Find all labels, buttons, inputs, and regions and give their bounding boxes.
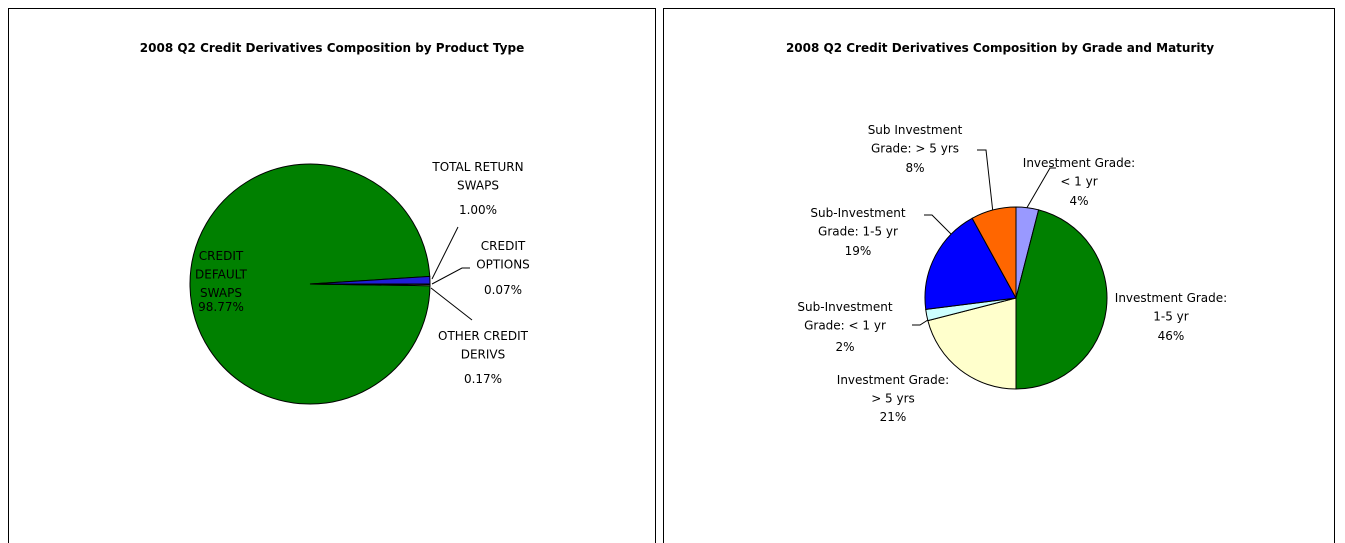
value-label: 2% [835, 340, 854, 354]
chart-title: 2008 Q2 Credit Derivatives Composition b… [140, 41, 524, 55]
slice-label: Sub-Investment Grade: 1-5 yr [810, 206, 905, 239]
slice-label: Sub Investment Grade: > 5 yrs [868, 123, 963, 156]
pie-slice [1015, 209, 1108, 390]
value-label: 0.17% [464, 372, 502, 386]
value-label: 98.77% [198, 300, 244, 314]
pie-slice [971, 206, 1017, 299]
pie-slice [924, 217, 1017, 310]
slice-label: Investment Grade: 1-5 yr [1115, 291, 1227, 324]
value-label: 0.07% [484, 283, 522, 297]
value-label: 21% [880, 410, 907, 424]
slice-label: Investment Grade: < 1 yr [1023, 156, 1135, 189]
slice-label: Investment Grade: > 5 yrs [837, 373, 949, 406]
slice-label: OTHER CREDIT DERIVS [438, 329, 529, 362]
value-label: 8% [905, 161, 924, 175]
slice-label: CREDIT OPTIONS [476, 239, 530, 272]
value-label: 46% [1158, 329, 1185, 343]
value-label: 4% [1069, 194, 1088, 208]
value-label: 1.00% [459, 203, 497, 217]
value-label: 19% [845, 244, 872, 258]
pie-slice [309, 283, 431, 287]
chart-title: 2008 Q2 Credit Derivatives Composition b… [786, 41, 1214, 55]
slice-label: Sub-Investment Grade: < 1 yr [797, 300, 892, 333]
slice-label: CREDIT DEFAULT SWAPS [195, 249, 248, 300]
pie-slice [927, 297, 1017, 390]
leader-lines [430, 149, 1056, 326]
slice-label: TOTAL RETURN SWAPS [431, 160, 523, 193]
